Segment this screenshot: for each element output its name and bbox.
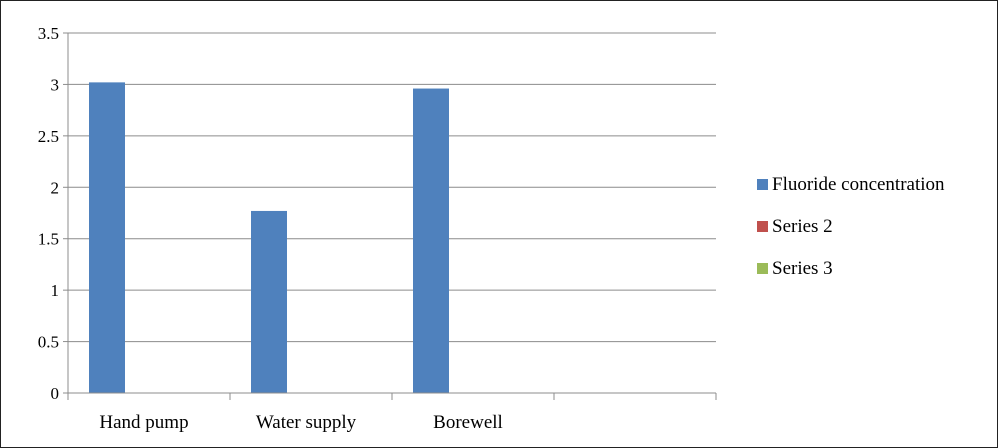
y-tick-label: 1 xyxy=(51,281,60,300)
y-tick-label: 2.5 xyxy=(38,127,59,146)
gridlines xyxy=(68,32,716,343)
x-tick-label: Borewell xyxy=(433,412,503,433)
legend-label: Fluoride concentration xyxy=(772,174,945,195)
axes xyxy=(67,33,717,400)
bar xyxy=(413,88,449,394)
x-axis-labels: Hand pump Water supply Borewell xyxy=(99,412,502,433)
y-tick-label: 2 xyxy=(51,178,60,197)
y-axis-ticks: 0 0.5 1 1.5 2 2.5 3 3.5 xyxy=(38,24,68,403)
y-tick-label: 0 xyxy=(51,384,60,403)
y-tick-label: 3.5 xyxy=(38,24,59,43)
x-tick-label: Water supply xyxy=(256,412,357,433)
bars xyxy=(89,82,449,394)
y-tick-label: 1.5 xyxy=(38,230,59,249)
y-tick-label: 3 xyxy=(51,75,60,94)
x-tick-label: Hand pump xyxy=(99,412,188,433)
bar xyxy=(251,210,287,393)
legend-swatch xyxy=(757,179,768,190)
bar xyxy=(89,82,125,393)
legend-swatch xyxy=(757,221,768,232)
legend-label: Series 3 xyxy=(772,258,833,279)
y-tick-label: 0.5 xyxy=(38,333,59,352)
legend: Fluoride concentration Series 2 Series 3 xyxy=(757,174,945,279)
legend-swatch xyxy=(757,263,768,274)
legend-label: Series 2 xyxy=(772,216,833,237)
